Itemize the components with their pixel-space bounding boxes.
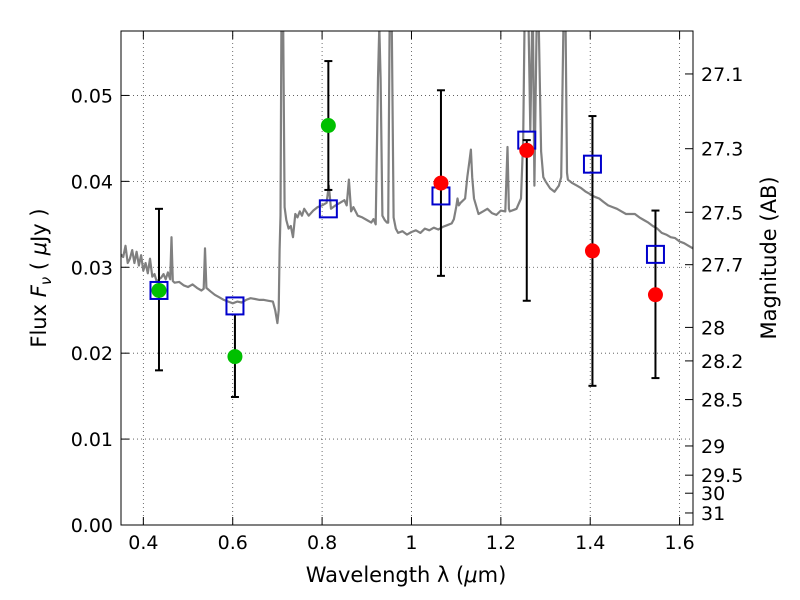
x-tick-label: 1	[405, 532, 417, 554]
model-flux-square	[645, 244, 665, 264]
y2-tick-label: 29.5	[701, 465, 743, 487]
y2-tick-label: 28.5	[701, 390, 743, 412]
y-tick-label: 0.02	[71, 343, 113, 365]
y-tick-label: 0.05	[71, 85, 113, 107]
y2-tick-label: 31	[701, 503, 725, 525]
y2-tick-label: 30	[701, 483, 725, 505]
axis-ticks: 0.4 0.6 0.8 1 1.2 1.4 1.6 0.00 0.01 0.02 0.03 0.04 0…	[71, 31, 743, 554]
plot-frame	[120, 30, 694, 526]
model-flux-square	[149, 280, 169, 300]
model-flux-square	[582, 154, 602, 174]
observed-flux-point	[584, 243, 600, 259]
spectrum-line	[121, 31, 693, 325]
observed-flux-point	[320, 118, 336, 134]
secondary-y-axis-label: Magnitude (AB)	[757, 176, 781, 339]
y2-tick-label: 28.2	[701, 351, 743, 373]
y-tick-label: 0.03	[71, 257, 113, 279]
x-tick-label: 1.4	[575, 532, 605, 554]
x-tick-label: 1.6	[664, 532, 694, 554]
y2-tick-label: 29	[701, 436, 725, 458]
y-tick-label: 0.00	[71, 515, 113, 537]
y-tick-label: 0.04	[71, 171, 113, 193]
model-flux-square	[318, 199, 338, 219]
y2-tick-label: 27.3	[701, 139, 743, 161]
y2-tick-label: 27.1	[701, 64, 743, 86]
y2-tick-label: 27.5	[701, 202, 743, 224]
model-flux-square	[225, 296, 245, 316]
y2-tick-label: 27.7	[701, 255, 743, 277]
x-tick-label: 1.2	[486, 532, 516, 554]
observed-flux-point	[519, 142, 535, 158]
observed-flux-point	[433, 175, 449, 191]
x-tick-label: 0.4	[128, 532, 158, 554]
observed-flux-point	[227, 349, 243, 365]
plot-area	[121, 31, 693, 398]
y-axis-label: Flux Fν ( μJy )	[27, 208, 55, 347]
y-tick-label: 0.01	[71, 429, 113, 451]
x-axis-label: Wavelength λ (μm)	[306, 563, 507, 587]
observed-flux-point	[647, 287, 663, 303]
y2-tick-label: 28	[701, 317, 725, 339]
observed-flux-point	[151, 282, 167, 298]
x-tick-label: 0.6	[218, 532, 248, 554]
x-tick-label: 0.8	[307, 532, 337, 554]
